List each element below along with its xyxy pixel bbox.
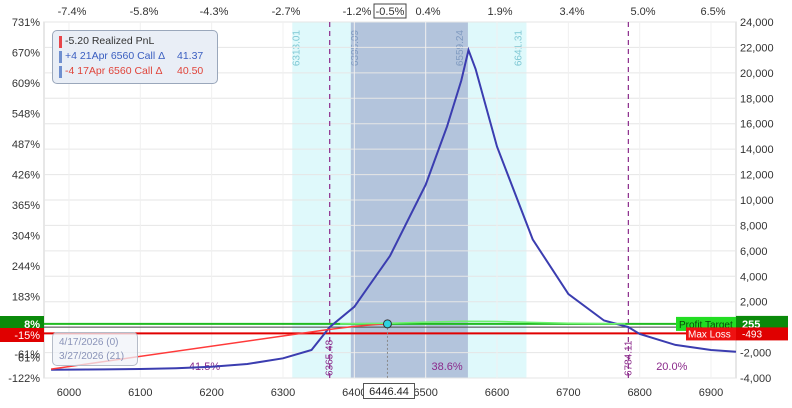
right-axis-tick: 8,000 [740,220,768,232]
top-axis-tick: 5.0% [630,6,655,18]
x-axis-tick: 6800 [627,387,651,399]
left-axis-tick: 426% [12,170,40,182]
legend-swatch [59,36,62,48]
chart-legend[interactable]: -5.20 Realized PnL +4 21Apr 6560 Call Δ … [52,30,218,84]
right-axis-tick: 14,000 [740,144,774,156]
x-axis-tick: 6600 [485,387,509,399]
legend-long-call: +4 21Apr 6560 Call Δ 41.37 [59,49,217,64]
probability-label: 38.6% [431,361,462,373]
top-axis-tick: 0.4% [415,6,440,18]
right-axis-tick: 2,000 [740,297,768,309]
left-axis-tick: -61% [14,349,40,361]
probability-label: 20.0% [656,361,687,373]
x-axis-tick: 6000 [57,387,81,399]
pnl-series-1 [50,323,388,370]
left-axis-tick: 548% [12,109,40,121]
pnl-series-2 [340,320,626,325]
left-axis-tick: -122% [8,373,40,385]
left-axis-badge [0,328,44,342]
current-price-label: 6446.44 [363,383,415,399]
legend-swatch [59,51,62,63]
legend-value: 40.50 [177,65,204,77]
left-axis-tick: 731% [12,17,40,29]
x-axis-tick: 6400 [342,387,366,399]
breakeven-label: 6365.48 [325,339,336,376]
profit-target-tag [676,316,736,331]
x-axis-tick: 6100 [128,387,152,399]
date-current[interactable]: 3/27/2026 (21) [59,351,125,362]
left-axis-tick: 183% [12,292,40,304]
left-axis-tick: 609% [12,78,40,90]
date-expiry[interactable]: 4/17/2026 (0) [59,337,119,348]
right-axis-tick: 16,000 [740,119,774,131]
right-axis-tick: 24,000 [740,17,774,29]
pnl-series-0 [51,46,737,371]
left-axis-tick: 61% [18,353,40,365]
right-axis-tick: 20,000 [740,68,774,80]
max-loss-tag [686,327,736,341]
right-axis-tick: 6,000 [740,246,768,258]
top-axis-highlight [373,3,407,19]
top-axis-tick: -4.3% [200,6,229,18]
max-loss-value: -493 [742,329,762,340]
left-axis-tick: 670% [12,48,40,60]
top-axis-tick: -5.8% [130,6,159,18]
left-axis-tick: 244% [12,261,40,273]
x-axis-tick: 6200 [199,387,223,399]
top-axis-tick: 1.9% [487,6,512,18]
profit-target-label: Profit Target [679,320,733,331]
legend-value: 41.37 [177,50,204,62]
left-axis-tick: 365% [12,200,40,212]
top-axis-tick: 3.4% [559,6,584,18]
right-axis-tick: 22,000 [740,42,774,54]
right-axis-tick: 18,000 [740,93,774,105]
right-axis-tick: -4,000 [740,373,771,385]
max-loss-label: Max Loss [688,329,731,340]
left-axis-tick: 487% [12,139,40,151]
date-selector[interactable]: 4/17/2026 (0) 3/27/2026 (21) [52,332,138,366]
left-axis-tick: 304% [12,231,40,243]
max-loss-value-badge [736,327,788,341]
legend-swatch [59,66,62,78]
right-axis-tick: 12,000 [740,170,774,182]
right-axis-tick: 10,000 [740,195,774,207]
right-axis-tick: 4,000 [740,271,768,283]
legend-label: +4 21Apr 6560 Call Δ [65,50,166,62]
top-axis-tick: -1.2% [343,6,372,18]
current-price-marker [382,319,392,329]
x-axis-tick: 6700 [556,387,580,399]
breakeven-label: 6784.11 [623,340,634,376]
x-axis-tick: 6500 [413,387,437,399]
right-axis-tick: -2,000 [740,348,771,360]
top-axis-tick: -2.7% [272,6,301,18]
legend-label: -4 17Apr 6560 Call Δ [65,65,163,77]
top-axis-tick: -7.4% [58,6,87,18]
x-axis-tick: 6900 [699,387,723,399]
top-axis-tick: 6.5% [700,6,725,18]
x-axis-tick: 6300 [271,387,295,399]
top-axis-tick: -0.5% [376,6,405,18]
legend-label: -5.20 Realized PnL [65,35,155,47]
left-axis-tick: -15% [14,330,40,342]
legend-short-call: -4 17Apr 6560 Call Δ 40.50 [59,64,217,79]
legend-realized-pnl: -5.20 Realized PnL [59,34,217,49]
